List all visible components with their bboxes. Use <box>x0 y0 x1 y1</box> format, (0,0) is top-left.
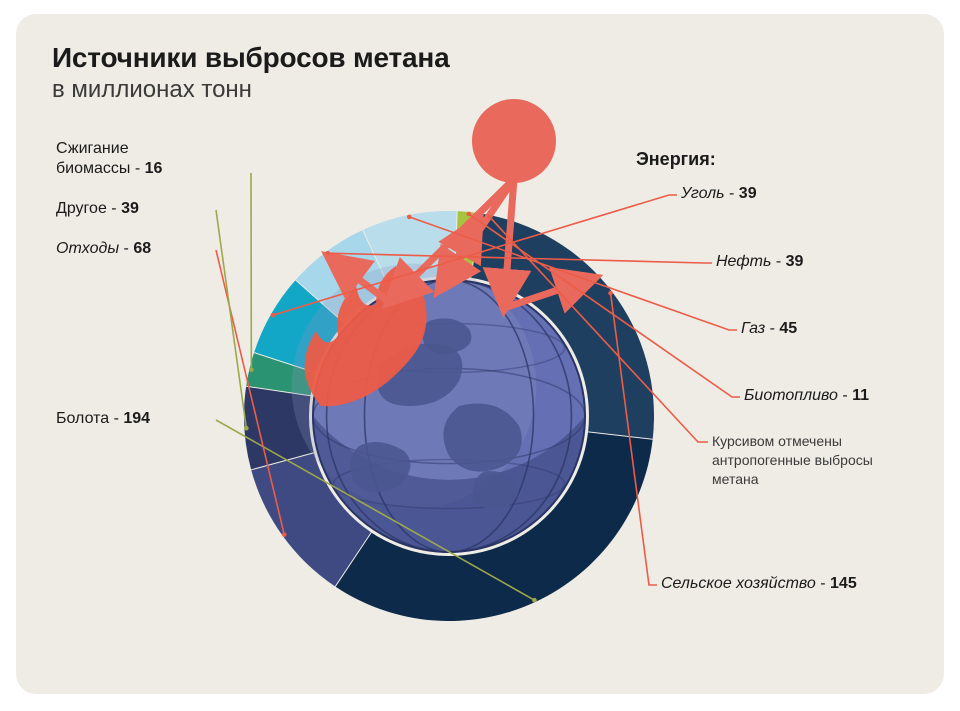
label-coal: Уголь - 39 <box>681 184 757 204</box>
label-oil: Нефть - 39 <box>716 252 803 272</box>
methane-pie-chart: Энергия: Курсивом отмечены антропогенные… <box>16 14 944 694</box>
leader-other <box>216 210 246 428</box>
energy-group-header: Энергия: <box>636 149 716 170</box>
label-agri: Сельское хозяйство - 145 <box>661 574 857 594</box>
label-gas: Газ - 45 <box>741 319 797 339</box>
sun-icon <box>472 99 556 183</box>
label-wetlands: Болота - 194 <box>56 409 150 429</box>
label-biomass: Сжиганиебиомассы - 16 <box>56 139 162 179</box>
label-other: Другое - 39 <box>56 199 139 219</box>
infographic-card: Источники выбросов метана в миллионах то… <box>16 14 944 694</box>
label-waste: Отходы - 68 <box>56 239 151 259</box>
italic-note-text: Курсивом отмечены антропогенные выбросы … <box>712 433 873 487</box>
italic-note: Курсивом отмечены антропогенные выбросы … <box>712 432 912 489</box>
label-biofuel: Биотопливо - 11 <box>744 386 869 406</box>
